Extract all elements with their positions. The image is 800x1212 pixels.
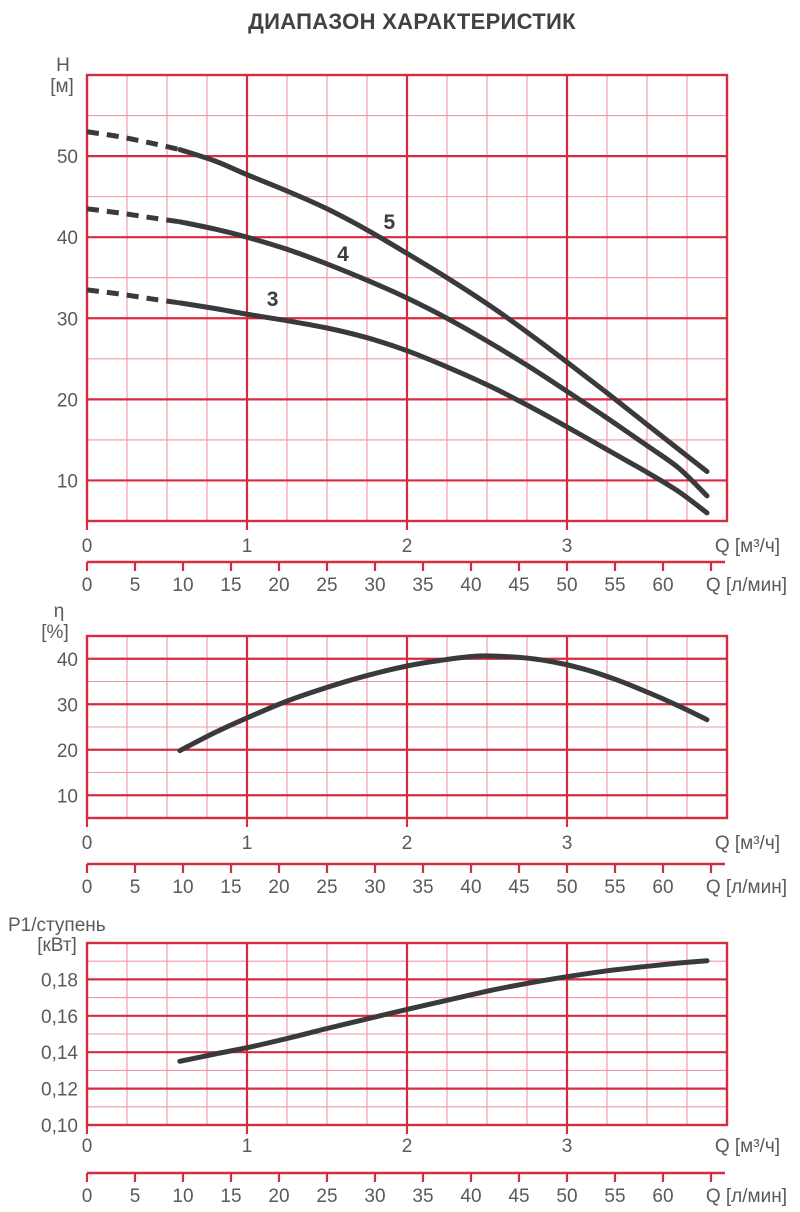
curve-3	[177, 300, 710, 516]
power-chart-xunit-lmin: Q [л/мин]	[706, 1186, 787, 1207]
lmin-tick-label: 30	[364, 1186, 385, 1207]
lmin-tick-label: 20	[268, 1186, 289, 1207]
lmin-tick-label: 25	[316, 575, 337, 596]
lmin-tick-label: 15	[220, 575, 241, 596]
y-tick-label: 50	[57, 147, 78, 168]
y-tick-label: 40	[57, 650, 78, 671]
lmin-tick-label: 15	[220, 877, 241, 898]
head-chart-ylabel: H	[56, 55, 70, 76]
y-tick-label: 10	[57, 786, 78, 807]
lmin-tick-label: 60	[652, 1186, 673, 1207]
curve-5	[177, 147, 710, 474]
lmin-tick-label: 5	[130, 1186, 141, 1207]
lmin-tick-label: 55	[604, 575, 625, 596]
lmin-tick-label: 10	[172, 575, 193, 596]
lmin-tick-label: 35	[412, 1186, 433, 1207]
lmin-tick-label: 0	[82, 1186, 93, 1207]
curve-4-dashed	[86, 206, 181, 225]
lmin-tick-label: 10	[172, 1186, 193, 1207]
head-chart-xunit-lmin: Q [л/мин]	[706, 575, 787, 596]
figure-title: ДИАПАЗОН ХАРАКТЕРИСТИК	[248, 9, 576, 34]
lmin-tick-label: 40	[460, 575, 481, 596]
y-tick-label: 0,18	[41, 970, 78, 991]
y-tick-label: 0,16	[41, 1007, 78, 1028]
efficiency-chart-xunit-m3h: Q [м³/ч]	[715, 833, 780, 854]
lmin-tick-label: 45	[508, 877, 529, 898]
curve-power-chart	[177, 958, 710, 1064]
lmin-tick-label: 50	[556, 877, 577, 898]
lmin-tick-label: 55	[604, 1186, 625, 1207]
x-tick-label: 1	[242, 1136, 253, 1157]
x-tick-label: 0	[82, 1136, 93, 1157]
curve-5-dashed	[86, 129, 181, 153]
curve-label-4: 4	[337, 243, 349, 266]
x-tick-label: 2	[402, 536, 413, 557]
x-tick-label: 3	[562, 1136, 573, 1157]
curve-3-dashed	[86, 287, 181, 306]
lmin-tick-label: 0	[82, 575, 93, 596]
x-tick-label: 1	[242, 536, 253, 557]
efficiency-chart-ylabel: η	[54, 601, 65, 622]
x-tick-label: 2	[402, 1136, 413, 1157]
lmin-tick-label: 50	[556, 1186, 577, 1207]
lmin-tick-label: 60	[652, 575, 673, 596]
x-tick-label: 3	[562, 536, 573, 557]
lmin-tick-label: 50	[556, 575, 577, 596]
lmin-tick-label: 30	[364, 575, 385, 596]
y-tick-label: 0,12	[41, 1080, 78, 1101]
y-tick-label: 40	[57, 228, 78, 249]
efficiency-chart-xunit-lmin: Q [л/мин]	[706, 877, 787, 898]
y-tick-label: 10	[57, 471, 78, 492]
y-tick-label: 0,14	[41, 1043, 78, 1064]
lmin-tick-label: 35	[412, 877, 433, 898]
lmin-tick-label: 5	[130, 877, 141, 898]
lmin-tick-label: 40	[460, 877, 481, 898]
x-tick-label: 3	[562, 833, 573, 854]
lmin-tick-label: 25	[316, 877, 337, 898]
x-tick-label: 0	[82, 833, 93, 854]
lmin-tick-label: 45	[508, 1186, 529, 1207]
lmin-tick-label: 20	[268, 575, 289, 596]
lmin-tick-label: 20	[268, 877, 289, 898]
lmin-tick-label: 45	[508, 575, 529, 596]
head-chart-yunit: [м]	[50, 76, 74, 97]
head-chart-xunit-m3h: Q [м³/ч]	[715, 536, 780, 557]
lmin-tick-label: 5	[130, 575, 141, 596]
power-chart: 0 1 2 3 0,10 0,12 0,14 0,16 0,18 0 5 10 15 20 25 30 35 40…	[41, 941, 729, 1207]
lmin-tick-label: 60	[652, 877, 673, 898]
lmin-tick-label: 15	[220, 1186, 241, 1207]
lmin-tick-label: 0	[82, 877, 93, 898]
curve-label-3: 3	[267, 288, 279, 311]
y-tick-label: 30	[57, 695, 78, 716]
y-tick-label: 20	[57, 741, 78, 762]
lmin-tick-label: 40	[460, 1186, 481, 1207]
x-tick-label: 0	[82, 536, 93, 557]
y-tick-label: 0,10	[41, 1116, 78, 1137]
x-tick-label: 1	[242, 833, 253, 854]
curve-efficiency-chart	[177, 653, 710, 754]
curve-4	[177, 219, 710, 499]
efficiency-chart: 0 1 2 3 10 20 30 40 0 5 10 15 20 25 30 35 40 45 50 55 60	[57, 634, 729, 898]
lmin-tick-label: 30	[364, 877, 385, 898]
efficiency-chart-yunit: [%]	[41, 622, 68, 643]
lmin-tick-label: 10	[172, 877, 193, 898]
power-chart-yunit: [кВт]	[37, 935, 77, 956]
y-tick-label: 30	[57, 309, 78, 330]
lmin-tick-label: 25	[316, 1186, 337, 1207]
power-chart-xunit-m3h: Q [м³/ч]	[715, 1136, 780, 1157]
power-chart-ylabel: P1/ступень	[8, 915, 106, 936]
y-tick-label: 20	[57, 390, 78, 411]
lmin-tick-label: 35	[412, 575, 433, 596]
lmin-tick-label: 55	[604, 877, 625, 898]
curve-label-5: 5	[384, 211, 396, 234]
x-tick-label: 2	[402, 833, 413, 854]
